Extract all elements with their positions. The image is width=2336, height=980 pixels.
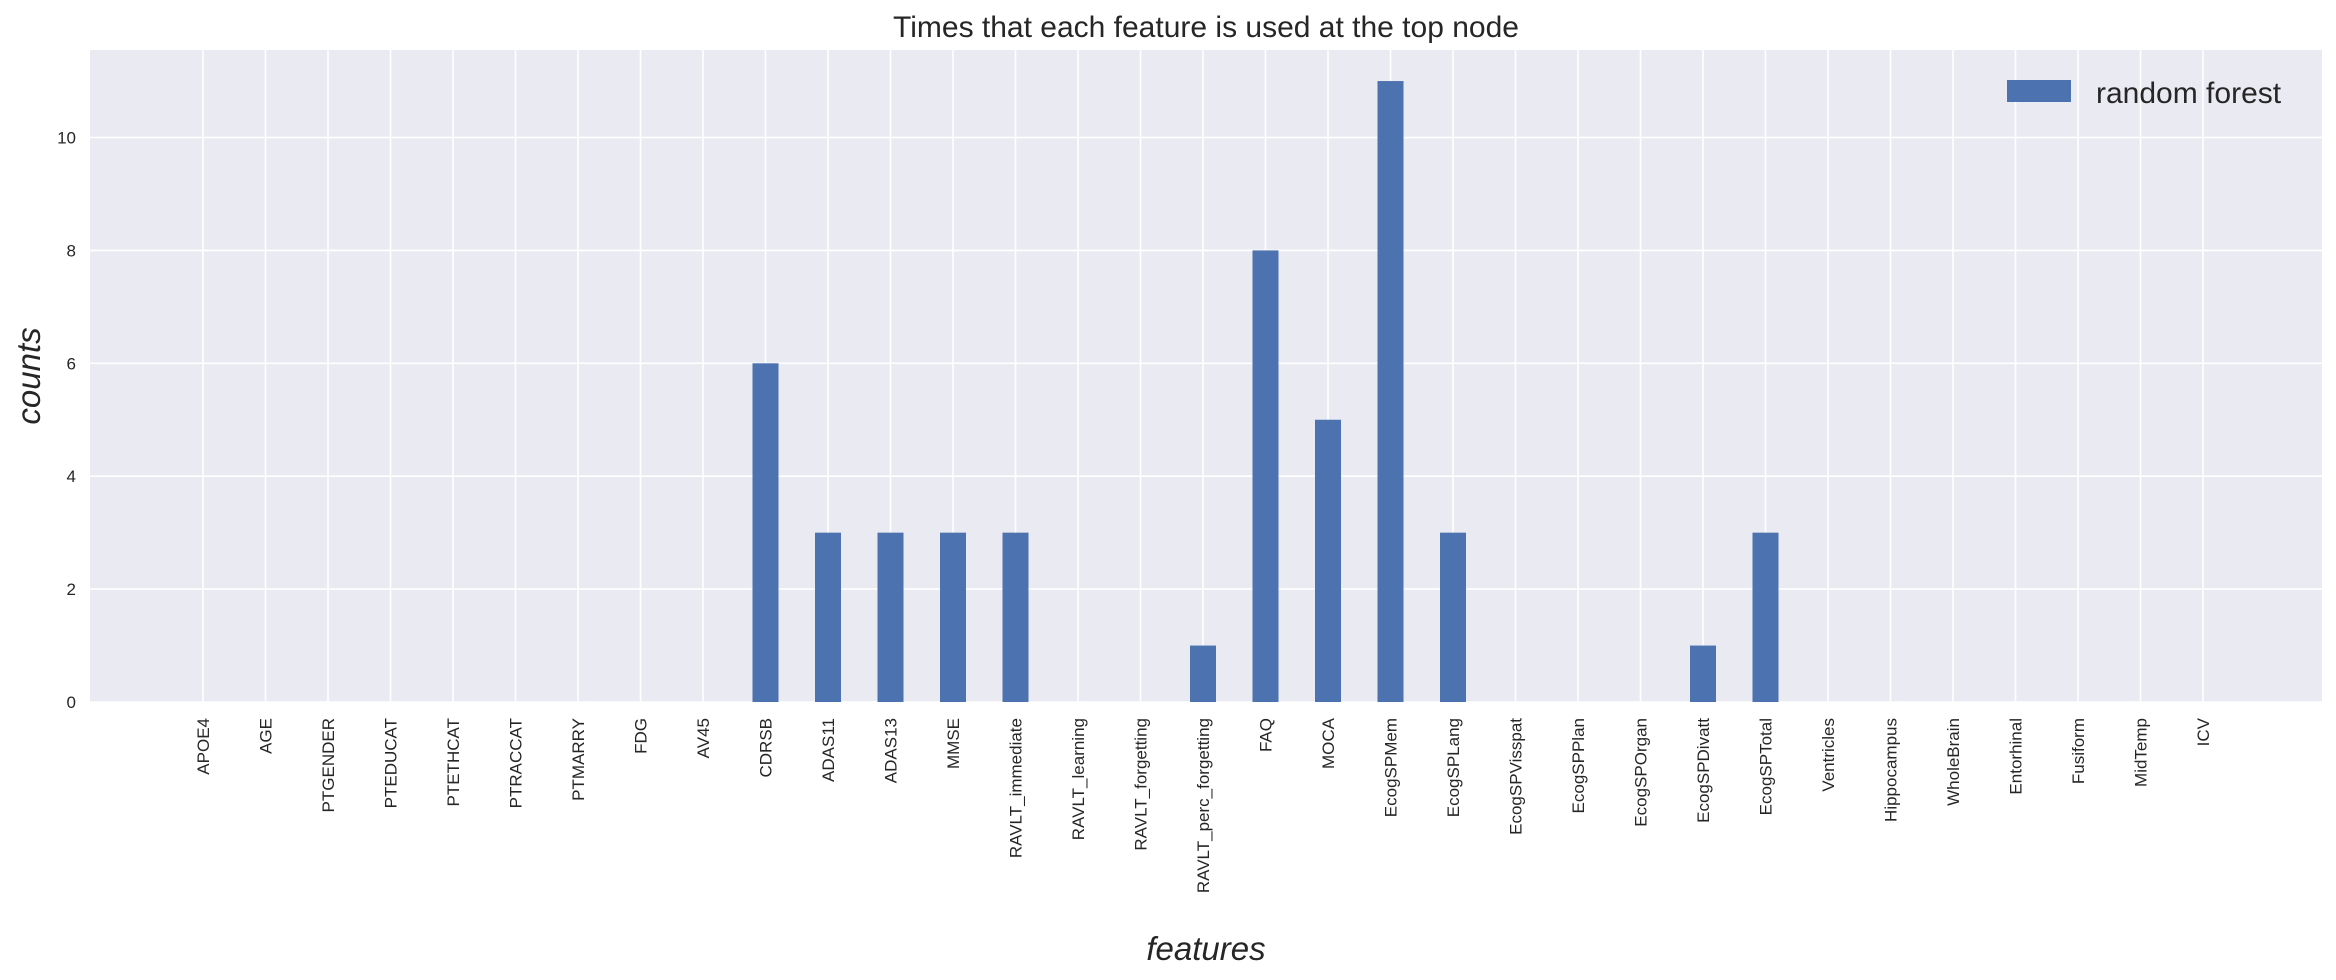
x-tick-label: Hippocampus	[1882, 718, 1901, 822]
x-tick-label: PTGENDER	[319, 718, 338, 812]
legend-label: random forest	[2096, 77, 2282, 110]
y-tick-label: 0	[67, 693, 76, 712]
x-tick-label: APOE4	[194, 718, 213, 775]
x-tick-label: EcogSPTotal	[1757, 718, 1776, 815]
x-tick-label: Fusiform	[2069, 718, 2088, 784]
x-tick-labels: APOE4 AGE PTGENDER PTEDUCAT PTETHCAT PTRACCAT…	[194, 717, 2213, 893]
bar-ecogspmem	[1377, 81, 1404, 703]
x-tick-label: AGE	[257, 718, 276, 754]
x-tick-label: Ventricles	[1819, 718, 1838, 792]
x-tick-label: ADAS13	[882, 718, 901, 783]
bar-ecogspdivatt	[1690, 645, 1716, 702]
x-tick-label: PTRACCAT	[507, 718, 526, 808]
y-axis-label: counts	[10, 327, 47, 424]
bar-ecogsplang	[1440, 532, 1466, 702]
bar-adas11	[815, 532, 841, 702]
x-tick-label: FAQ	[1257, 718, 1276, 752]
bar-mmse	[940, 532, 966, 702]
x-tick-label: WholeBrain	[1944, 718, 1963, 806]
bar-ravlt-perc-forgetting	[1190, 645, 1216, 702]
grid-lines	[90, 50, 2322, 703]
legend: random forest	[2007, 77, 2282, 110]
y-tick-label: 8	[67, 241, 76, 260]
bar-faq	[1252, 250, 1279, 703]
x-tick-label: RAVLT_perc_forgetting	[1194, 718, 1213, 893]
y-tick-labels: 0 2 4 6 8 10	[57, 128, 76, 712]
bar-adas13	[877, 532, 904, 702]
x-tick-label: MidTemp	[2132, 718, 2151, 787]
x-tick-label: ADAS11	[819, 718, 838, 782]
x-tick-label: PTEDUCAT	[382, 718, 401, 808]
y-tick-label: 6	[67, 354, 76, 373]
y-tick-label: 10	[57, 128, 76, 147]
x-tick-label: EcogSPMem	[1382, 718, 1401, 817]
x-tick-label: MMSE	[944, 718, 963, 769]
chart-title: Times that each feature is used at the t…	[893, 11, 1519, 44]
x-tick-label: EcogSPVisspat	[1507, 718, 1526, 835]
x-tick-label: EcogSPOrgan	[1632, 718, 1651, 827]
x-tick-label: AV45	[694, 718, 713, 758]
x-tick-label: PTMARRY	[569, 718, 588, 801]
x-axis-label: features	[1146, 930, 1265, 967]
x-tick-label: PTETHCAT	[444, 718, 463, 806]
bar-ravlt-immediate	[1002, 532, 1029, 702]
bar-ecogsptotal	[1752, 532, 1779, 702]
x-tick-label: RAVLT_immediate	[1007, 718, 1026, 858]
x-tick-label: EcogSPLang	[1444, 718, 1463, 817]
bar-cdrsb	[752, 363, 779, 702]
x-tick-label: FDG	[632, 718, 651, 754]
x-tick-label: RAVLT_learning	[1069, 718, 1088, 840]
x-tick-label: MOCA	[1319, 717, 1338, 769]
plot-area	[90, 50, 2322, 702]
y-tick-label: 2	[67, 580, 76, 599]
x-tick-label: Entorhinal	[2007, 718, 2026, 795]
legend-swatch	[2007, 80, 2071, 102]
y-tick-label: 4	[67, 467, 76, 486]
bar-moca	[1315, 419, 1341, 702]
x-tick-label: CDRSB	[757, 718, 776, 778]
x-tick-label: EcogSPPlan	[1569, 718, 1588, 813]
bars	[752, 81, 1779, 703]
x-tick-label: ICV	[2194, 717, 2213, 746]
x-tick-label: EcogSPDivatt	[1694, 718, 1713, 823]
x-tick-label: RAVLT_forgetting	[1132, 718, 1151, 851]
